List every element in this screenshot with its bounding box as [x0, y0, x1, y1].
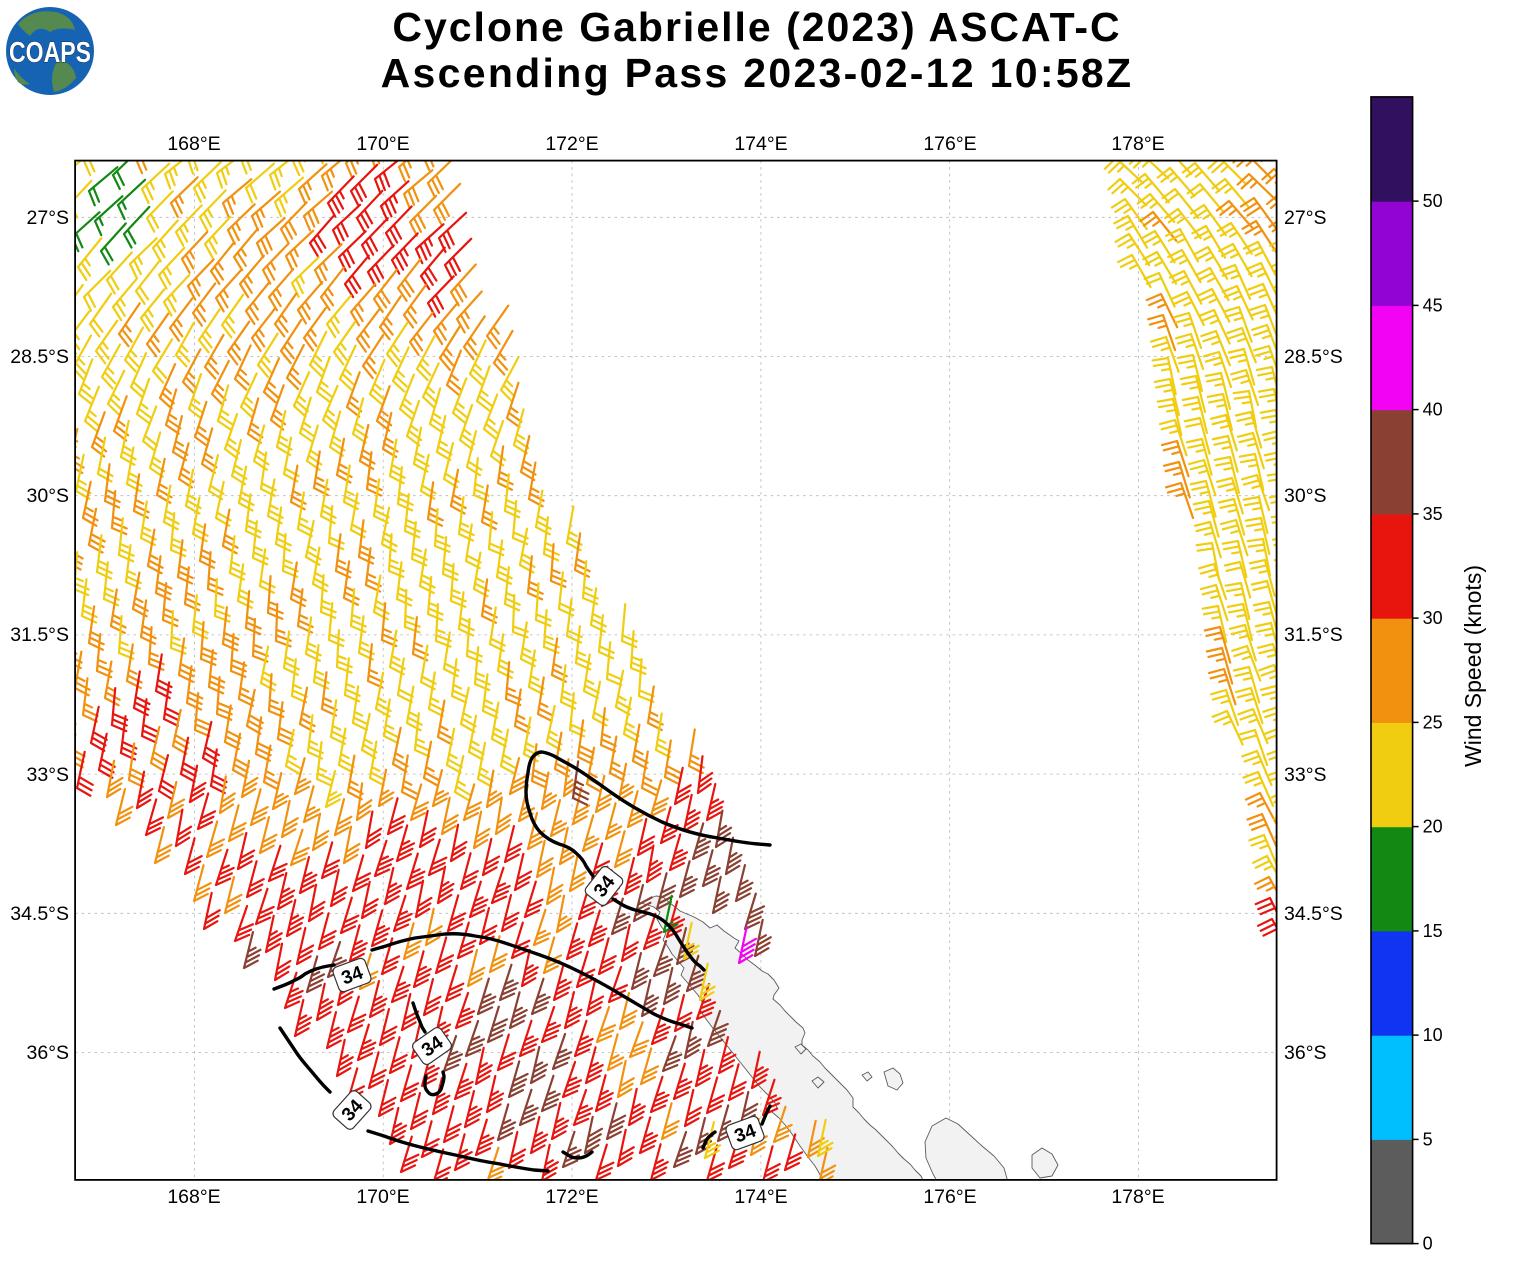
- svg-text:COAPS: COAPS: [9, 37, 91, 69]
- svg-text:36°S: 36°S: [27, 1042, 70, 1064]
- svg-text:178°E: 178°E: [1111, 1186, 1164, 1208]
- svg-text:25: 25: [1423, 712, 1443, 732]
- svg-text:30°S: 30°S: [1284, 485, 1327, 507]
- svg-text:5: 5: [1423, 1129, 1433, 1149]
- svg-text:170°E: 170°E: [356, 133, 409, 155]
- svg-text:45: 45: [1423, 295, 1443, 315]
- svg-text:36°S: 36°S: [1284, 1042, 1327, 1064]
- svg-text:33°S: 33°S: [1284, 764, 1327, 786]
- svg-text:170°E: 170°E: [356, 1186, 409, 1208]
- svg-text:15: 15: [1423, 921, 1443, 941]
- svg-text:174°E: 174°E: [734, 133, 787, 155]
- svg-text:0: 0: [1423, 1234, 1433, 1254]
- svg-text:178°E: 178°E: [1111, 133, 1164, 155]
- svg-text:33°S: 33°S: [27, 764, 70, 786]
- svg-text:20: 20: [1423, 817, 1443, 837]
- svg-text:Cyclone Gabrielle (2023) ASCAT: Cyclone Gabrielle (2023) ASCAT-C: [392, 4, 1121, 50]
- svg-text:172°E: 172°E: [545, 133, 598, 155]
- svg-text:Wind Speed (knots): Wind Speed (knots): [1460, 565, 1486, 767]
- svg-text:27°S: 27°S: [1284, 207, 1327, 229]
- svg-text:31.5°S: 31.5°S: [1284, 624, 1343, 646]
- svg-text:34.5°S: 34.5°S: [1284, 903, 1343, 925]
- svg-text:28.5°S: 28.5°S: [1284, 346, 1343, 368]
- svg-text:176°E: 176°E: [923, 1186, 976, 1208]
- svg-text:28.5°S: 28.5°S: [10, 346, 69, 368]
- svg-text:27°S: 27°S: [27, 207, 70, 229]
- svg-text:168°E: 168°E: [167, 1186, 220, 1208]
- svg-text:174°E: 174°E: [734, 1186, 787, 1208]
- svg-text:30°S: 30°S: [27, 485, 70, 507]
- svg-text:176°E: 176°E: [923, 133, 976, 155]
- svg-text:30: 30: [1423, 608, 1443, 628]
- svg-text:10: 10: [1423, 1025, 1443, 1045]
- svg-text:168°E: 168°E: [167, 133, 220, 155]
- svg-text:31.5°S: 31.5°S: [10, 624, 69, 646]
- svg-text:34.5°S: 34.5°S: [10, 903, 69, 925]
- svg-text:172°E: 172°E: [545, 1186, 598, 1208]
- svg-text:40: 40: [1423, 400, 1443, 420]
- svg-text:Ascending Pass 2023-02-12 10:5: Ascending Pass 2023-02-12 10:58Z: [381, 50, 1134, 96]
- svg-text:50: 50: [1423, 191, 1443, 211]
- svg-text:35: 35: [1423, 504, 1443, 524]
